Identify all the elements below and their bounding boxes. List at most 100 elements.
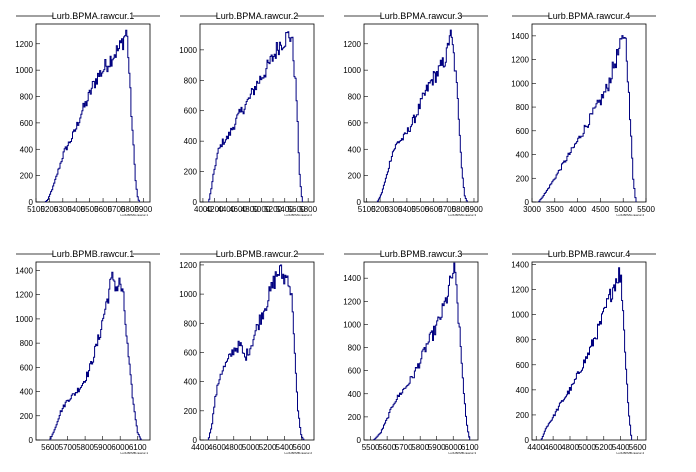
x-tick-label: 5600 [288, 205, 306, 214]
title-box [549, 10, 629, 22]
y-tick-label: 1000 [511, 311, 529, 320]
x-tick-label: 5800 [411, 443, 429, 452]
title-box [53, 248, 133, 260]
x-tick-label: 4800 [225, 443, 243, 452]
y-tick-label: 400 [516, 386, 530, 395]
plot-frame [35, 261, 151, 441]
y-tick-label: 400 [184, 378, 198, 387]
y-tick-label: 200 [184, 168, 198, 177]
x-tick-label: 5800 [452, 205, 470, 214]
plot-frame [35, 23, 151, 203]
panel-title-text: Lurb.BPMB.rawcur.1 [52, 249, 135, 259]
plot-frame [199, 261, 315, 441]
x-tick-label: 4600 [229, 205, 247, 214]
plot-frame [363, 23, 479, 203]
x-tick-label: 5100 [27, 205, 45, 214]
y-tick-label: 1200 [179, 261, 197, 270]
x-tick-label: 6000 [444, 443, 462, 452]
x-tick-label: 6000 [111, 443, 129, 452]
histogram-outline [376, 29, 468, 202]
y-tick-label: 1200 [511, 286, 529, 295]
y-tick-label: 800 [20, 93, 34, 102]
x-axis-label: Lurb.BPMB.rawcur.2 [284, 451, 312, 455]
x-tick-label: 4600 [544, 443, 562, 452]
x-axis-label: Lurb.BPMB.rawcur.4 [616, 451, 644, 455]
y-tick-label: 200 [348, 172, 362, 181]
x-tick-label: 5900 [465, 205, 483, 214]
x-tick-label: 5600 [41, 443, 59, 452]
x-tick-label: 4200 [206, 205, 224, 214]
panel-title: Lurb.BPMA.rawcur.2 [180, 10, 324, 22]
plot-frame [199, 23, 315, 203]
plot-frame [531, 261, 647, 441]
y-tick-label: 1400 [343, 274, 361, 283]
y-tick-label: 200 [516, 411, 530, 420]
panel-title-text: Lurb.BPMA.rawcur.1 [52, 11, 135, 21]
x-tick-label: 5300 [385, 205, 403, 214]
panel-title-text: Lurb.BPMA.rawcur.2 [216, 11, 299, 21]
histogram-outline [373, 262, 471, 440]
x-tick-label: 5800 [299, 205, 317, 214]
y-tick-label: 800 [20, 339, 34, 348]
histogram-outline [538, 35, 637, 202]
x-tick-label: 5700 [108, 205, 126, 214]
histogram-panel: Lurb.BPMB.rawcur.2 0 200 400 600 800 1000 1200 4… [179, 248, 324, 455]
panel-title-text: Lurb.BPMB.rawcur.3 [380, 249, 463, 259]
panel-title: Lurb.BPMB.rawcur.2 [180, 248, 324, 260]
histogram-panel: Lurb.BPMA.rawcur.20200400600800100040004… [179, 10, 324, 217]
x-axis-label: Lurb.BPMA.rawcur.2 [284, 213, 312, 217]
y-tick-label: 600 [516, 361, 530, 370]
histogram-panel: Lurb.BPMB.rawcur.1 0 200 400 600 800 1000 1200 1… [15, 248, 160, 455]
x-tick-label: 3000 [523, 205, 541, 214]
x-tick-label: 5400 [398, 205, 416, 214]
x-tick-label: 5600 [292, 443, 310, 452]
x-tick-label: 5100 [358, 205, 376, 214]
x-axis-label: Lurb.BPMB.rawcur.3 [448, 451, 476, 455]
y-tick-label: 0 [357, 198, 362, 207]
x-tick-label: 4400 [527, 443, 545, 452]
y-tick-label: 1400 [511, 261, 529, 270]
x-tick-label: 5500 [362, 443, 380, 452]
y-tick-label: 400 [348, 390, 362, 399]
y-tick-label: 800 [348, 93, 362, 102]
x-tick-label: 5400 [276, 205, 294, 214]
title-box [217, 10, 297, 22]
y-tick-label: 600 [348, 119, 362, 128]
x-tick-label: 5400 [612, 443, 630, 452]
y-tick-label: 400 [184, 137, 198, 146]
x-tick-label: 5500 [411, 205, 429, 214]
histogram-panel: Lurb.BPMA.rawcur.1 0 200 400 600 800 1000 1200 5… [15, 10, 160, 217]
y-tick-label: 1000 [179, 290, 197, 299]
y-tick-label: 400 [20, 145, 34, 154]
y-tick-label: 600 [184, 107, 198, 116]
plot-frame [363, 261, 479, 441]
y-tick-label: 200 [516, 174, 530, 183]
histogram-outline [49, 271, 142, 440]
x-tick-label: 5000 [614, 205, 632, 214]
y-tick-label: 0 [525, 198, 530, 207]
histogram-outline [207, 264, 305, 440]
x-tick-label: 5900 [428, 443, 446, 452]
x-tick-label: 5200 [371, 205, 389, 214]
y-tick-label: 1000 [15, 66, 33, 75]
y-tick-label: 0 [29, 198, 34, 207]
x-tick-label: 5000 [242, 443, 260, 452]
histogram-panel: Lurb.BPMA.rawcur.4 0 200 400 600 800 1000 1200 1… [511, 10, 656, 217]
x-tick-label: 5900 [94, 443, 112, 452]
histogram-panel: Lurb.BPMB.rawcur.3 0 200 400 600 800 1000 1200 1… [343, 248, 488, 455]
histogram-outline [208, 31, 303, 202]
y-tick-label: 800 [516, 336, 530, 345]
histogram-panel: Lurb.BPMA.rawcur.3 0 200 400 600 800 1000 1200 5… [343, 10, 488, 217]
y-tick-label: 600 [516, 127, 530, 136]
x-tick-label: 5200 [595, 443, 613, 452]
x-tick-label: 5500 [81, 205, 99, 214]
y-tick-label: 1000 [511, 79, 529, 88]
panel-title-text: Lurb.BPMB.rawcur.2 [216, 249, 299, 259]
x-tick-label: 5900 [134, 205, 152, 214]
x-tick-label: 4500 [592, 205, 610, 214]
x-tick-label: 5300 [54, 205, 72, 214]
histogram-panel: Lurb.BPMB.rawcur.4 0 200 400 600 800 1000 1200 1… [511, 248, 656, 455]
y-tick-label: 1000 [179, 46, 197, 55]
y-tick-label: 1200 [343, 297, 361, 306]
